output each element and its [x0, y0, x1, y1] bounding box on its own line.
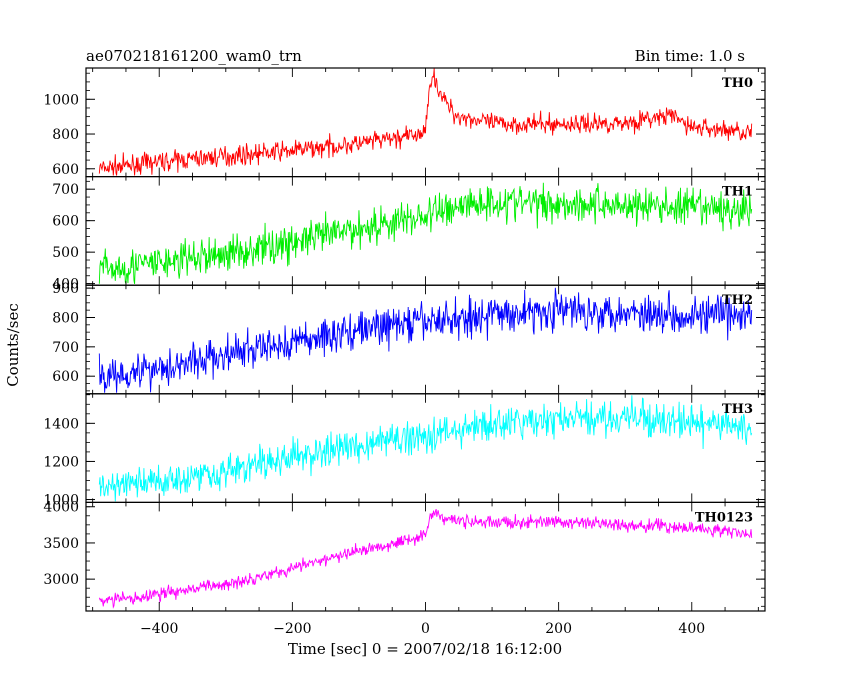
- series-th0: [98, 68, 753, 176]
- y-axis-label: Counts/sec: [4, 303, 22, 387]
- x-tick-label: 200: [545, 621, 572, 637]
- bin-time-label: Bin time: 1.0 s: [635, 47, 745, 65]
- x-tick-label: −200: [273, 621, 311, 637]
- panel-frame: [85, 501, 766, 612]
- panel-name: TH0: [722, 76, 753, 91]
- panel-name: TH1: [722, 185, 753, 200]
- x-tick-label: −400: [140, 621, 178, 637]
- y-tick-label: 500: [52, 245, 79, 261]
- y-tick-label: 600: [52, 162, 79, 178]
- panel-name: TH3: [722, 402, 753, 417]
- panel-th3: 1000 1200 1400 TH3: [43, 393, 766, 509]
- series-th0123: [98, 508, 753, 609]
- series-th2: [98, 287, 753, 393]
- y-tick-label: 800: [52, 127, 79, 143]
- y-tick-label: 3500: [43, 536, 79, 552]
- panel-frame: [85, 393, 766, 503]
- series-th3: [98, 395, 753, 502]
- y-tick-label: 1000: [43, 92, 79, 108]
- y-tick-label: 400: [52, 277, 79, 293]
- y-tick-label: 1000: [43, 493, 79, 509]
- y-tick-label: 4000: [43, 500, 79, 516]
- y-tick-label: 700: [52, 340, 79, 356]
- chart-title: ae070218161200_wam0_trn: [86, 47, 302, 65]
- y-tick-label: 800: [52, 310, 79, 326]
- panel-th0: 600 800 1000 TH0: [43, 67, 766, 178]
- x-tick-label: 400: [678, 621, 705, 637]
- panel-th1: 400 500 600 700 TH1: [52, 176, 766, 293]
- series-th1: [98, 182, 753, 284]
- panel-frame: [85, 284, 766, 395]
- y-tick-label: 900: [52, 281, 79, 297]
- x-axis-label: Time [sec] 0 = 2007/02/18 16:12:00: [288, 640, 562, 658]
- y-tick-label: 600: [52, 369, 79, 385]
- x-tick-label: 0: [421, 621, 430, 637]
- y-tick-label: 600: [52, 214, 79, 230]
- y-tick-label: 1200: [43, 454, 79, 470]
- panel-th2: 600 700 800 900 TH2: [52, 281, 766, 395]
- panel-name: TH0123: [695, 510, 753, 525]
- panel-name: TH2: [722, 293, 753, 308]
- panels-group: 600 800 1000 TH0 400 500 600 700 TH1 600 700 800 900…: [43, 67, 766, 637]
- panel-th0123: 3000 3500 4000 TH0123: [43, 500, 766, 612]
- y-tick-label: 1400: [43, 416, 79, 432]
- y-tick-label: 3000: [43, 572, 79, 588]
- y-tick-label: 700: [52, 182, 79, 198]
